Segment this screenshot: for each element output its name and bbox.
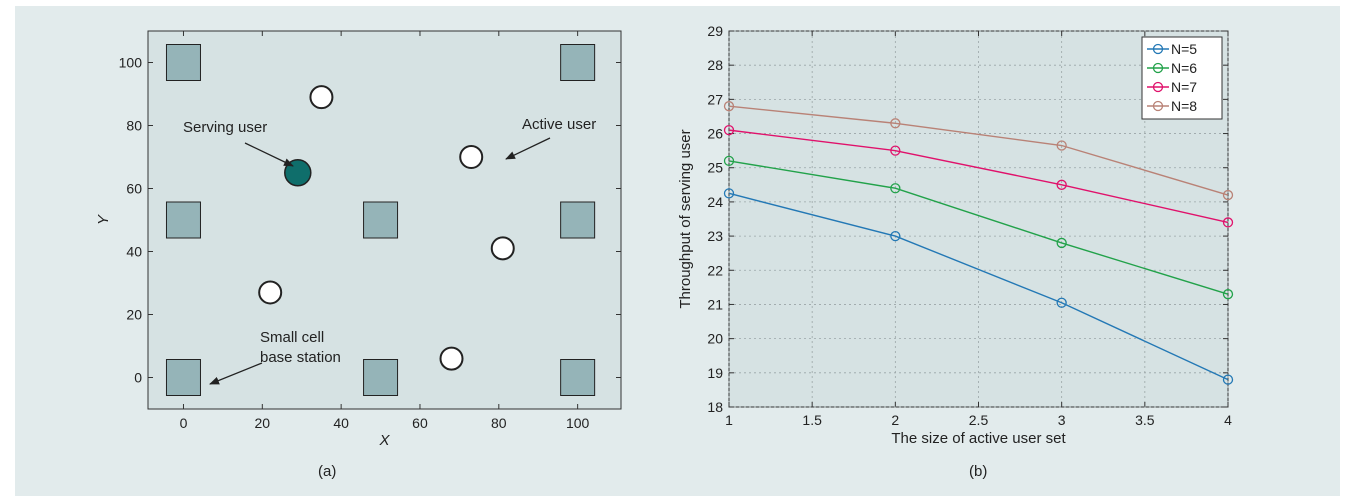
annotation-active-user: Active user bbox=[522, 116, 596, 133]
y-tick-label-b: 22 bbox=[707, 262, 723, 278]
y-axis-label-a: Y bbox=[95, 214, 112, 225]
legend-marker bbox=[1152, 43, 1164, 55]
data-point bbox=[723, 124, 735, 136]
legend-label: N=8 bbox=[1171, 98, 1197, 114]
y-tick-label-b: 27 bbox=[707, 91, 723, 107]
y-tick-label-b: 23 bbox=[707, 228, 723, 244]
y-tick-label-a: 20 bbox=[126, 307, 142, 323]
active-user-marker bbox=[309, 85, 334, 110]
data-point bbox=[1222, 217, 1234, 228]
y-axis-label-b: Throughput of serving user bbox=[677, 129, 694, 308]
caption-b: (b) bbox=[969, 463, 988, 480]
base-station bbox=[165, 359, 201, 396]
serving-user-arrow bbox=[244, 142, 294, 167]
y-tick-label-a: 80 bbox=[126, 118, 142, 134]
base-station bbox=[165, 44, 201, 81]
legend-label: N=6 bbox=[1171, 60, 1197, 76]
data-point bbox=[1056, 237, 1067, 249]
data-point bbox=[1222, 289, 1234, 300]
data-point bbox=[1056, 297, 1067, 308]
active-user-marker bbox=[459, 145, 484, 169]
y-tick-label-b: 19 bbox=[707, 365, 723, 381]
x-axis-label-b: The size of active user set bbox=[891, 430, 1066, 447]
x-tick-label-b: 1.5 bbox=[802, 412, 822, 428]
base-station bbox=[363, 201, 399, 239]
x-tick-label-a: 20 bbox=[255, 415, 271, 431]
series-line-2 bbox=[728, 160, 1229, 295]
base-station bbox=[560, 201, 596, 239]
y-tick-label-b: 26 bbox=[707, 126, 723, 142]
data-point bbox=[1056, 179, 1067, 190]
data-point bbox=[890, 183, 901, 194]
active-user-marker bbox=[490, 236, 515, 261]
x-tick-label-a: 80 bbox=[491, 415, 507, 431]
annotation-base-station-line2: base station bbox=[260, 349, 341, 366]
y-tick-label-b: 21 bbox=[707, 296, 723, 312]
base-station bbox=[363, 359, 399, 396]
x-tick-label-a: 0 bbox=[180, 415, 188, 431]
y-tick-label-b: 25 bbox=[707, 160, 723, 176]
base-station bbox=[560, 44, 596, 81]
x-tick-label-b: 4 bbox=[1224, 412, 1232, 428]
data-point bbox=[723, 188, 735, 199]
x-tick-label-a: 100 bbox=[566, 415, 590, 431]
base-station bbox=[165, 201, 201, 239]
y-tick-label-b: 28 bbox=[707, 57, 723, 73]
legend-label: N=5 bbox=[1171, 41, 1197, 57]
data-point bbox=[890, 230, 901, 242]
base-station bbox=[560, 359, 596, 396]
x-tick-label-b: 3.5 bbox=[1135, 412, 1155, 428]
x-tick-label-b: 3 bbox=[1058, 412, 1066, 428]
legend-marker bbox=[1152, 100, 1164, 112]
y-tick-label-b: 18 bbox=[707, 399, 723, 415]
x-tick-label-b: 1 bbox=[725, 412, 733, 428]
active-user-marker bbox=[439, 346, 464, 371]
y-tick-label-b: 29 bbox=[707, 23, 723, 39]
x-tick-label-a: 40 bbox=[333, 415, 349, 431]
data-point bbox=[1222, 374, 1234, 385]
series-line-1 bbox=[728, 192, 1229, 381]
x-tick-label-b: 2.5 bbox=[969, 412, 989, 428]
y-tick-label-b: 20 bbox=[707, 331, 723, 347]
y-tick-label-a: 40 bbox=[126, 244, 142, 260]
legend-marker bbox=[1152, 81, 1164, 93]
active-user-marker bbox=[258, 280, 283, 305]
data-point bbox=[1222, 189, 1234, 201]
y-tick-label-a: 0 bbox=[134, 370, 142, 386]
series-line-3 bbox=[728, 129, 1229, 224]
base-station-arrow bbox=[209, 362, 263, 385]
caption-a: (a) bbox=[318, 463, 337, 480]
data-point bbox=[890, 145, 901, 156]
legend-marker bbox=[1152, 62, 1164, 74]
y-tick-label-b: 24 bbox=[707, 194, 723, 210]
data-point bbox=[723, 155, 735, 167]
annotation-serving-user: Serving user bbox=[183, 119, 267, 136]
legend-label: N=7 bbox=[1171, 79, 1197, 95]
x-axis-label-a: X bbox=[378, 432, 390, 449]
data-point bbox=[890, 118, 901, 129]
data-point bbox=[1056, 140, 1067, 151]
y-tick-label-a: 60 bbox=[126, 181, 142, 197]
y-tick-label-a: 100 bbox=[119, 55, 143, 71]
x-tick-label-a: 60 bbox=[412, 415, 428, 431]
x-tick-label-b: 2 bbox=[891, 412, 899, 428]
series-line-4 bbox=[728, 105, 1229, 196]
active-user-arrow bbox=[505, 137, 551, 160]
annotation-base-station-line1: Small cell bbox=[260, 329, 324, 346]
data-point bbox=[723, 101, 735, 112]
